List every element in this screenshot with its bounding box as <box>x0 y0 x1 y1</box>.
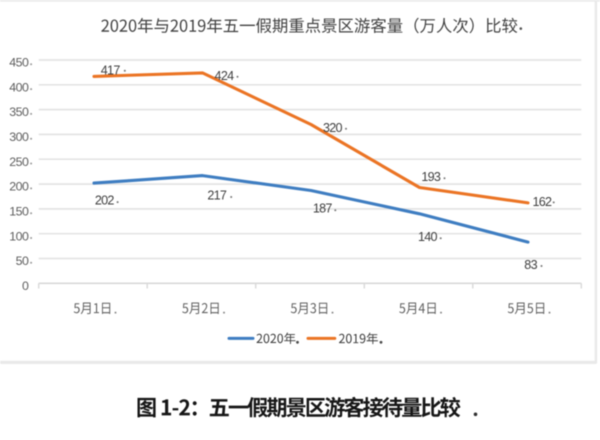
svg-text:83: 83 <box>524 258 537 272</box>
svg-text:0: 0 <box>22 279 29 293</box>
svg-text:450: 450 <box>9 56 29 70</box>
svg-text:193: 193 <box>421 170 441 184</box>
svg-text:187: 187 <box>313 201 333 215</box>
svg-text:320: 320 <box>323 121 343 135</box>
svg-text:202: 202 <box>95 194 115 208</box>
svg-text:417: 417 <box>101 64 121 78</box>
svg-text:140: 140 <box>418 230 438 244</box>
svg-text:424: 424 <box>215 69 235 83</box>
svg-text:200: 200 <box>9 180 29 194</box>
svg-text:100: 100 <box>9 229 29 243</box>
svg-text:300: 300 <box>9 130 29 144</box>
svg-text:50: 50 <box>16 254 29 268</box>
svg-text:217: 217 <box>207 189 227 203</box>
svg-text:400: 400 <box>9 80 29 94</box>
svg-text:162: 162 <box>532 195 552 209</box>
svg-text:350: 350 <box>9 105 29 119</box>
svg-text:150: 150 <box>9 205 29 219</box>
svg-text:250: 250 <box>9 155 29 169</box>
